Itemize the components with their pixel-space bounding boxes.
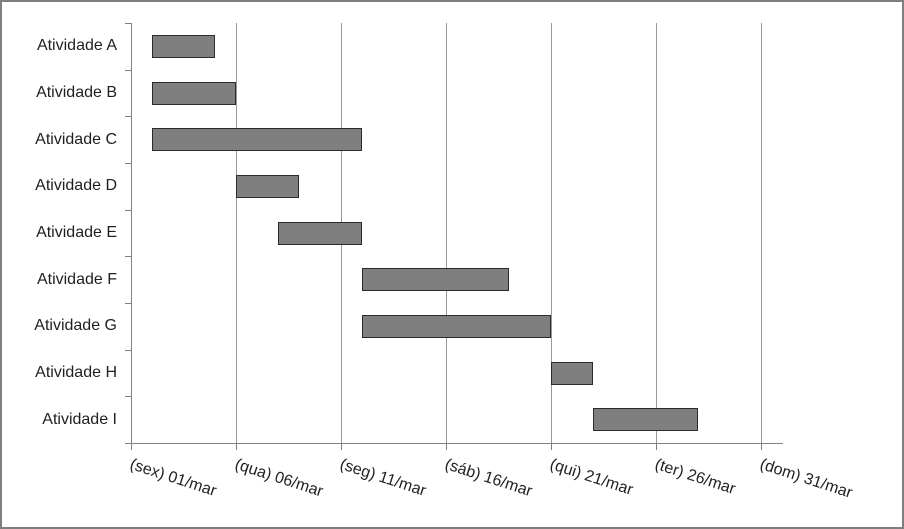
gantt-bar (278, 221, 362, 245)
x-axis-tick (761, 443, 762, 450)
category-label: Atividade H (35, 363, 117, 381)
x-axis-line (131, 443, 783, 444)
y-axis-tick (125, 23, 132, 24)
x-tick-label: (ter) 26/mar (652, 456, 738, 498)
gantt-bar (236, 174, 299, 198)
x-tick-label: (qua) 06/mar (232, 456, 326, 501)
category-label: Atividade E (36, 223, 117, 241)
gridline (236, 23, 237, 443)
x-tick-label: (qui) 21/mar (547, 456, 636, 499)
y-axis-line (131, 23, 132, 443)
x-tick-label: (sáb) 16/mar (442, 456, 535, 501)
y-axis-tick (125, 116, 132, 118)
gridline (551, 23, 552, 443)
x-axis-tick (236, 443, 237, 450)
gantt-bar (593, 408, 698, 432)
gantt-bar (152, 81, 236, 105)
y-axis-tick (125, 443, 132, 444)
y-axis-tick (125, 163, 132, 164)
x-axis-tick (446, 443, 447, 450)
y-axis-tick (125, 69, 132, 71)
gridline (446, 23, 447, 443)
x-axis-tick (656, 443, 657, 450)
gantt-bar (152, 34, 215, 58)
gantt-bar (152, 128, 362, 152)
category-label: Atividade F (36, 270, 117, 288)
y-axis-tick (125, 209, 132, 211)
y-axis-tick (125, 349, 132, 351)
y-axis-tick (125, 303, 132, 304)
category-label: Atividade I (42, 410, 117, 428)
x-axis-tick (551, 443, 552, 450)
x-tick-label: (sex) 01/mar (127, 456, 219, 500)
x-axis-tick (341, 443, 342, 450)
x-axis-tick (131, 443, 132, 450)
x-tick-label: (dom) 31/mar (757, 456, 855, 502)
y-axis-tick (125, 396, 132, 398)
category-label: Atividade A (36, 37, 117, 55)
gantt-bar (362, 268, 509, 292)
category-label: Atividade G (34, 317, 117, 335)
gantt-bar (362, 314, 551, 338)
gridline (761, 23, 762, 443)
category-label: Atividade B (36, 83, 117, 101)
category-label: Atividade D (35, 177, 117, 195)
x-tick-label: (seg) 11/mar (337, 456, 429, 500)
gridline (656, 23, 657, 443)
category-label: Atividade C (35, 130, 117, 148)
y-axis-tick (125, 256, 132, 258)
gantt-bar (551, 361, 593, 385)
